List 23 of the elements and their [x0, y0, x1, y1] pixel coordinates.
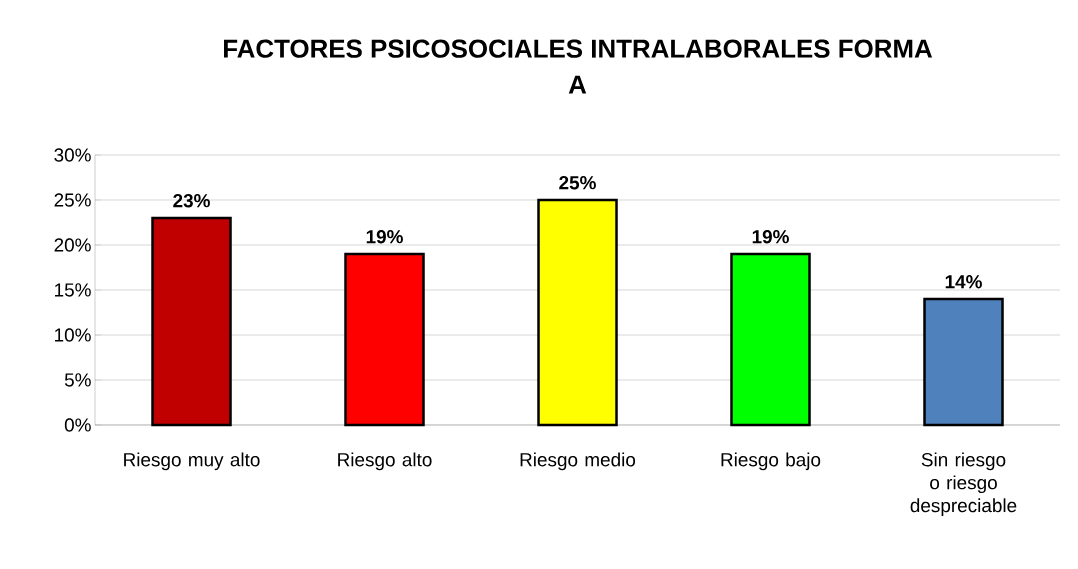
x-tick-label: Riesgo alto — [338, 452, 432, 471]
y-tick-label: 20% — [54, 238, 91, 252]
y-tick-label: 0% — [64, 418, 91, 432]
data-label: 25% — [559, 176, 596, 190]
y-tick-label: 25% — [54, 193, 91, 207]
bar — [923, 297, 1004, 427]
data-label: 19% — [752, 230, 789, 244]
chart-title: FACTORES PSICOSOCIALES INTRALABORALES FORMA A — [224, 39, 933, 94]
data-label: 14% — [945, 275, 982, 289]
y-tick-label: 15% — [55, 283, 91, 297]
x-tick-label: Riesgo bajo — [721, 452, 821, 471]
bar — [151, 216, 232, 427]
x-tick-label: Riesgo muy alto — [124, 452, 260, 471]
bar — [730, 252, 811, 427]
bar — [537, 198, 618, 427]
x-tick-label: Riesgo medio — [520, 452, 636, 471]
bar — [344, 252, 425, 427]
y-tick-label: 10% — [55, 328, 91, 342]
y-tick-label: 30% — [54, 148, 91, 162]
data-label: 23% — [173, 193, 210, 208]
y-tick-label: 5% — [64, 373, 91, 387]
x-tick-label: Sin riesgo o riesgo despreciable — [910, 452, 1017, 516]
data-label: 19% — [366, 230, 403, 244]
